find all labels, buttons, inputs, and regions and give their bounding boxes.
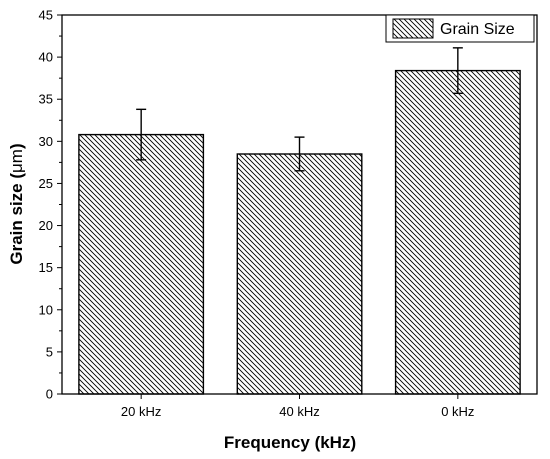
legend-swatch bbox=[392, 18, 434, 39]
y-axis-title-suffix: ) bbox=[7, 143, 26, 149]
y-tick-label: 15 bbox=[39, 260, 53, 275]
y-tick-label: 30 bbox=[39, 134, 53, 149]
y-tick-label: 20 bbox=[39, 218, 53, 233]
x-tick-label: 20 kHz bbox=[121, 404, 161, 419]
y-tick-label: 10 bbox=[39, 302, 53, 317]
error-bars-group bbox=[136, 47, 463, 172]
bars-group bbox=[78, 69, 521, 395]
y-axis-title: Grain size (μm) bbox=[7, 143, 26, 264]
bar bbox=[78, 133, 205, 395]
y-tick-label: 0 bbox=[46, 387, 53, 402]
legend-label: Grain Size bbox=[440, 21, 515, 38]
y-tick-label: 45 bbox=[39, 8, 53, 23]
legend: Grain Size bbox=[385, 14, 535, 43]
x-tick-label: 0 kHz bbox=[441, 404, 474, 419]
y-axis-ticks: 0 5 10 15 20 25 30 35 40 45 bbox=[39, 8, 62, 402]
y-axis-title-unit: μm bbox=[7, 149, 26, 173]
y-tick-label: 25 bbox=[39, 176, 53, 191]
y-axis-title-prefix: Grain size ( bbox=[7, 173, 26, 265]
y-tick-label: 5 bbox=[46, 344, 53, 359]
x-tick-label: 40 kHz bbox=[279, 404, 319, 419]
y-tick-label: 40 bbox=[39, 50, 53, 65]
bar bbox=[394, 69, 521, 395]
x-axis-title: Frequency (kHz) bbox=[224, 433, 356, 452]
y-tick-label: 35 bbox=[39, 92, 53, 107]
x-axis-ticks: 20 kHz 40 kHz 0 kHz bbox=[121, 394, 474, 419]
bar bbox=[236, 153, 363, 395]
